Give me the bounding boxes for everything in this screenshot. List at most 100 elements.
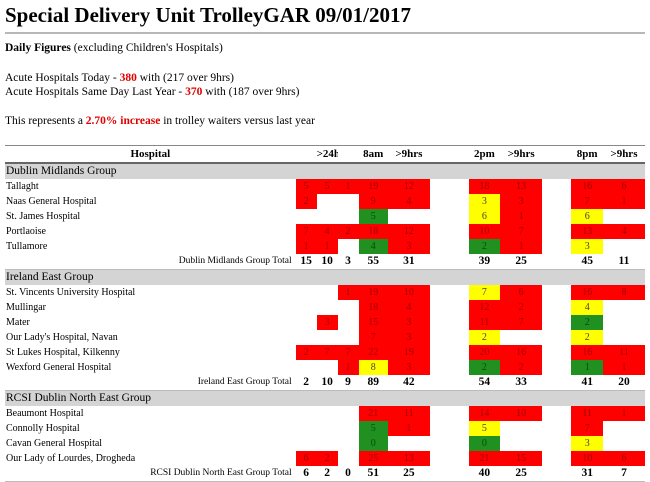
count-cell: 16 xyxy=(571,179,603,194)
last-year-prefix: Acute Hospitals Same Day Last Year - xyxy=(5,86,186,98)
spacer-cell xyxy=(430,406,469,421)
table-row: Mullingar 18 4 12 2 4 xyxy=(5,300,645,315)
table-row: Our Lady's Hospital, Navan 7 3 2 2 xyxy=(5,330,645,345)
group-total-row: RCSI Dublin North East Group Total 6 2 0 51 2… xyxy=(5,466,645,482)
daily-figures-label: Daily Figures xyxy=(5,42,71,54)
page-title: Special Delivery Unit TrolleyGAR 09/01/2… xyxy=(5,3,411,27)
table-row: St. James Hospital 5 6 1 6 xyxy=(5,209,645,224)
count-cell: 1 xyxy=(337,285,359,300)
count-cell xyxy=(338,451,359,466)
count-cell xyxy=(317,194,338,209)
increase-line: This represents a 2.70% increase in trol… xyxy=(5,115,315,127)
count-cell: 1 xyxy=(571,360,603,375)
count-cell: 4 xyxy=(316,224,338,239)
spacer-cell xyxy=(542,330,571,345)
count-cell: 13 xyxy=(387,451,430,466)
count-cell: 19 xyxy=(358,179,388,194)
total-cell: 11 xyxy=(602,254,645,270)
group-name: RCSI Dublin North East Group xyxy=(5,390,645,406)
spacer-cell xyxy=(542,194,571,209)
count-cell: 13 xyxy=(500,179,543,194)
count-cell: 2 xyxy=(468,360,501,375)
count-cell xyxy=(388,436,430,451)
count-cell: 18 xyxy=(358,224,388,239)
count-cell: 14 xyxy=(468,406,501,421)
count-cell: 1 xyxy=(295,239,317,254)
total-cell: 20 xyxy=(602,375,645,391)
last-year-suffix: with (187 over 9hrs) xyxy=(202,86,300,98)
count-cell xyxy=(388,209,430,224)
count-cell: 11 xyxy=(571,406,603,421)
table-body: Dublin Midlands Group Tallaght 5 5 1 19 12 18 13… xyxy=(5,163,645,482)
spacer-cell xyxy=(542,421,571,436)
count-cell: 5 xyxy=(295,179,317,194)
count-cell xyxy=(338,315,359,330)
count-cell: 21 xyxy=(358,406,388,421)
table-row: Tallaght 5 5 1 19 12 18 13 16 6 xyxy=(5,179,645,194)
count-cell: 7 xyxy=(358,330,388,345)
count-cell: 2 xyxy=(468,330,501,345)
column-header: >9hrs xyxy=(602,145,645,164)
daily-figures-heading: Daily Figures (excluding Children's Hosp… xyxy=(5,42,223,54)
count-cell: 6 xyxy=(602,179,645,194)
count-cell: 19 xyxy=(387,345,430,360)
total-cell: 2 xyxy=(295,375,317,391)
count-cell: 2 xyxy=(295,194,317,209)
count-cell: 1 xyxy=(387,421,430,436)
count-cell: 1 xyxy=(500,239,543,254)
count-cell: 11 xyxy=(602,345,645,360)
count-cell xyxy=(500,421,542,436)
table-row: St Lukes Hospital, Kilkenny 2 7 7 22 19 20 16 16… xyxy=(5,345,645,360)
count-cell: 7 xyxy=(500,315,543,330)
spacer-cell xyxy=(542,406,571,421)
count-cell xyxy=(500,330,542,345)
count-cell xyxy=(338,421,359,436)
total-cell: 41 xyxy=(571,375,603,391)
table-row: Beaumont Hospital 21 11 14 10 11 1 xyxy=(5,406,645,421)
count-cell: 1 xyxy=(602,194,645,209)
group-name: Dublin Midlands Group xyxy=(5,163,645,179)
count-cell xyxy=(296,406,317,421)
count-cell xyxy=(603,300,645,315)
today-prefix: Acute Hospitals Today - xyxy=(5,72,120,84)
total-cell: 89 xyxy=(358,375,388,391)
spacer-cell xyxy=(542,436,571,451)
spacer-cell xyxy=(542,375,572,391)
total-cell: 9 xyxy=(337,375,359,391)
total-cell: 42 xyxy=(387,375,430,391)
spacer-cell xyxy=(430,360,469,375)
count-cell: 2 xyxy=(468,239,501,254)
total-cell: 25 xyxy=(387,466,430,482)
count-cell: 7 xyxy=(316,345,338,360)
hospital-name: Mater xyxy=(6,317,30,328)
spacer-cell xyxy=(542,315,571,330)
count-cell: 3 xyxy=(387,360,430,375)
count-cell: 5 xyxy=(468,421,501,436)
count-cell: 3 xyxy=(571,239,603,254)
count-cell xyxy=(317,406,338,421)
total-cell: 7 xyxy=(602,466,645,482)
count-cell: 3 xyxy=(500,194,543,209)
count-cell: 1 xyxy=(316,239,338,254)
column-header: 8am xyxy=(358,145,388,164)
table-row: Connolly Hospital 5 1 5 7 xyxy=(5,421,645,436)
count-cell xyxy=(338,209,359,224)
total-cell: 33 xyxy=(500,375,543,391)
column-header: >24hrs xyxy=(316,145,338,164)
count-cell xyxy=(603,421,645,436)
count-cell xyxy=(338,406,359,421)
hospital-name: Beaumont Hospital xyxy=(6,408,84,419)
spacer-cell xyxy=(430,285,469,300)
count-cell xyxy=(296,209,317,224)
table-row: Cavan General Hospital 0 0 3 xyxy=(5,436,645,451)
column-header xyxy=(295,145,317,164)
spacer-cell xyxy=(542,239,571,254)
table-row: St. Vincents University Hospital 1 19 10 7 6 1… xyxy=(5,285,645,300)
total-cell: 0 xyxy=(337,466,359,482)
hospital-name: St. Vincents University Hospital xyxy=(6,287,136,298)
column-header xyxy=(337,145,359,164)
spacer-cell xyxy=(430,315,469,330)
count-cell xyxy=(603,436,645,451)
count-cell: 10 xyxy=(500,406,543,421)
